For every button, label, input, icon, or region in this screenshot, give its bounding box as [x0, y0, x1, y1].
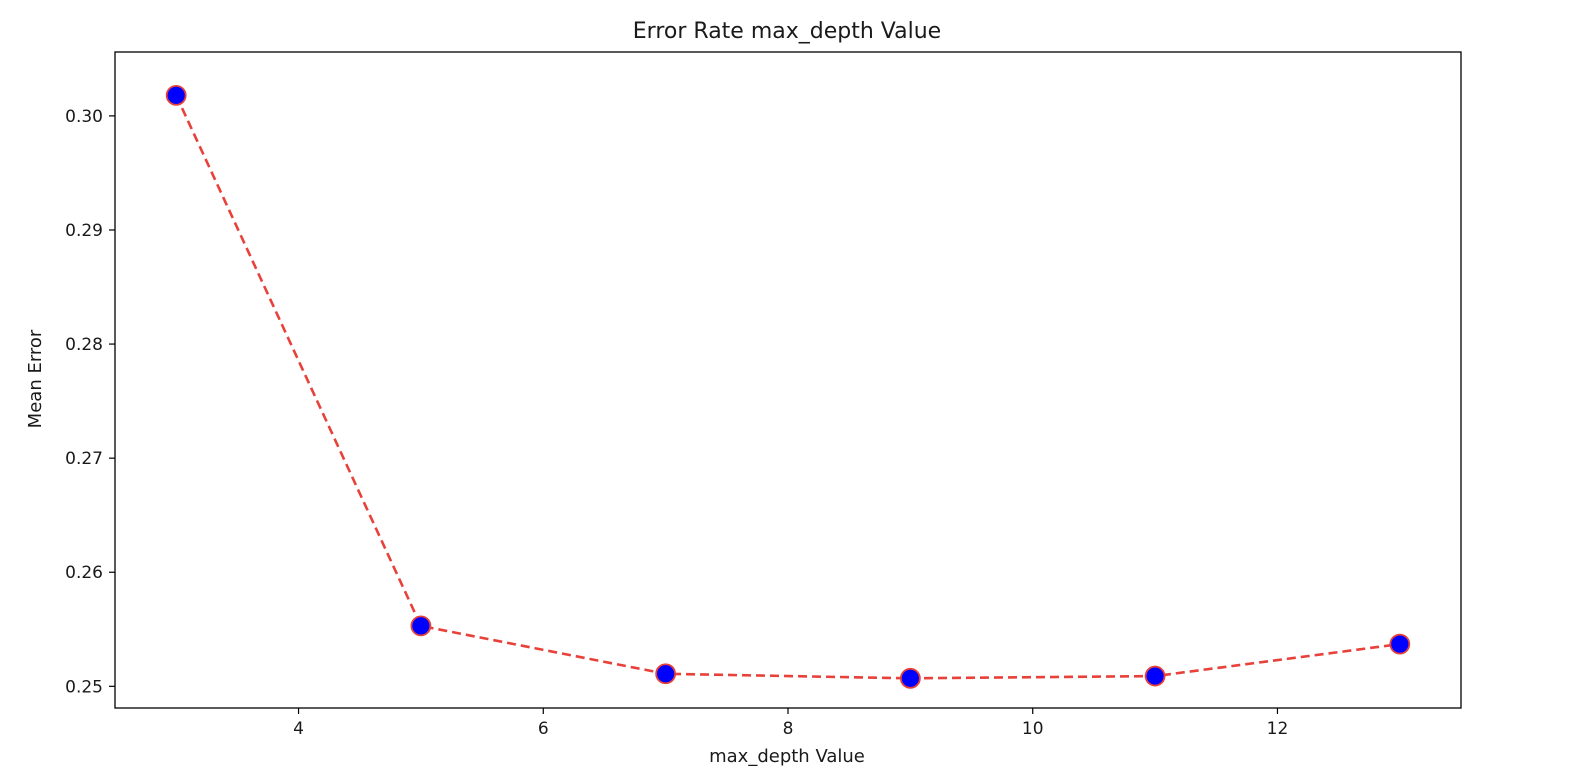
x-tick-label: 8 [783, 719, 794, 739]
y-tick-label: 0.26 [65, 563, 103, 583]
chart-title: Error Rate max_depth Value [633, 19, 941, 44]
series-line [175, 94, 1400, 680]
data-point [655, 663, 677, 685]
data-point [1144, 665, 1166, 687]
plot-area: 4 6 8 10 12 0.25 0.26 0.27 0.28 0.29 0.30 [65, 51, 1462, 739]
y-tick-label: 0.30 [65, 107, 103, 127]
y-tick-label: 0.25 [65, 677, 103, 697]
data-point [410, 615, 432, 637]
data-point [899, 667, 921, 689]
x-tick-label: 6 [538, 719, 549, 739]
y-tick-label: 0.27 [65, 449, 103, 469]
data-point [1389, 633, 1411, 655]
plot-frame [114, 51, 1462, 709]
y-tick-label: 0.29 [65, 221, 103, 241]
x-tick-label: 4 [293, 719, 304, 739]
y-tick-label: 0.28 [65, 335, 103, 355]
x-tick-label: 10 [1022, 719, 1044, 739]
y-axis-label: Mean Error [25, 329, 46, 428]
data-point [165, 84, 187, 106]
x-axis-label: max_depth Value [709, 746, 865, 767]
x-tick-label: 12 [1267, 719, 1289, 739]
